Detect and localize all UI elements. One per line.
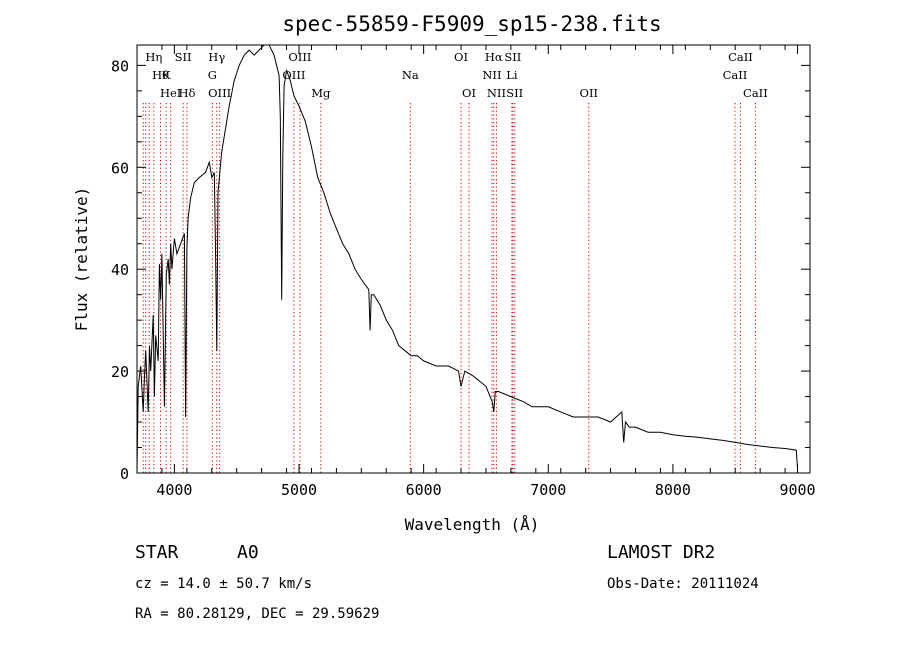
x-axis-label: Wavelength (Å): [405, 515, 540, 534]
plot-frame: [136, 44, 811, 474]
x-tick-label: 9000: [779, 481, 815, 499]
object-class: STAR: [135, 542, 179, 563]
line-label: Hθ: [152, 68, 169, 82]
line-label: CaII: [728, 50, 753, 64]
x-tick-label: 7000: [530, 481, 566, 499]
coordinates: RA = 80.28129, DEC = 29.59629: [135, 606, 379, 622]
survey-name: LAMOST DR2: [607, 542, 715, 563]
line-label: OIII: [208, 86, 231, 100]
line-label: NII: [482, 68, 501, 82]
line-label: NII: [487, 86, 506, 100]
line-label: OIII: [282, 68, 305, 82]
x-tick-label: 4000: [156, 481, 192, 499]
line-label: CaII: [723, 68, 748, 82]
y-axis-ticks: 0 20 40 60 80: [111, 57, 810, 483]
spectrum-series-line: [136, 44, 798, 474]
line-label: CaII: [743, 86, 768, 100]
line-label: Hγ: [208, 50, 225, 64]
y-tick-label: 60: [111, 159, 129, 177]
line-label: OI: [462, 86, 476, 100]
chart-title: spec-55859-F5909_sp15-238.fits: [282, 12, 661, 36]
y-tick-label: 40: [111, 261, 129, 279]
object-subclass: A0: [237, 542, 259, 563]
line-label: OI: [454, 50, 468, 64]
line-label: Hα: [485, 50, 503, 64]
y-tick-label: 20: [111, 363, 129, 381]
line-label: G: [208, 68, 217, 82]
y-tick-label: 80: [111, 57, 129, 75]
line-label: Mg: [311, 86, 331, 100]
line-label: OIII: [288, 50, 311, 64]
line-label: OII: [580, 86, 599, 100]
line-label: K: [162, 68, 171, 82]
line-label: Hη: [145, 50, 162, 64]
redshift-value: cz = 14.0 ± 50.7 km/s: [135, 576, 312, 592]
emission-line-labels: Hη HθK HeI SII Hδ G Hγ OIII OIII OIII Mg Na OI OI NII H…: [145, 50, 767, 100]
emission-line-markers: [142, 103, 756, 473]
y-tick-label: 0: [120, 465, 129, 483]
x-tick-label: 8000: [655, 481, 691, 499]
x-tick-label: 6000: [406, 481, 442, 499]
line-label: HeI: [160, 86, 181, 100]
x-axis-ticks: 4000 5000 6000 7000 8000 9000: [136, 45, 816, 499]
y-axis-label: Flux (relative): [72, 187, 91, 332]
line-label: SII: [504, 50, 521, 64]
line-label: Li: [506, 68, 518, 82]
line-label: SII: [175, 50, 192, 64]
line-label: SII: [506, 86, 523, 100]
line-label: Na: [402, 68, 419, 82]
x-tick-label: 5000: [281, 481, 317, 499]
line-label: Hδ: [178, 86, 195, 100]
observation-date: Obs-Date: 20111024: [607, 576, 759, 592]
